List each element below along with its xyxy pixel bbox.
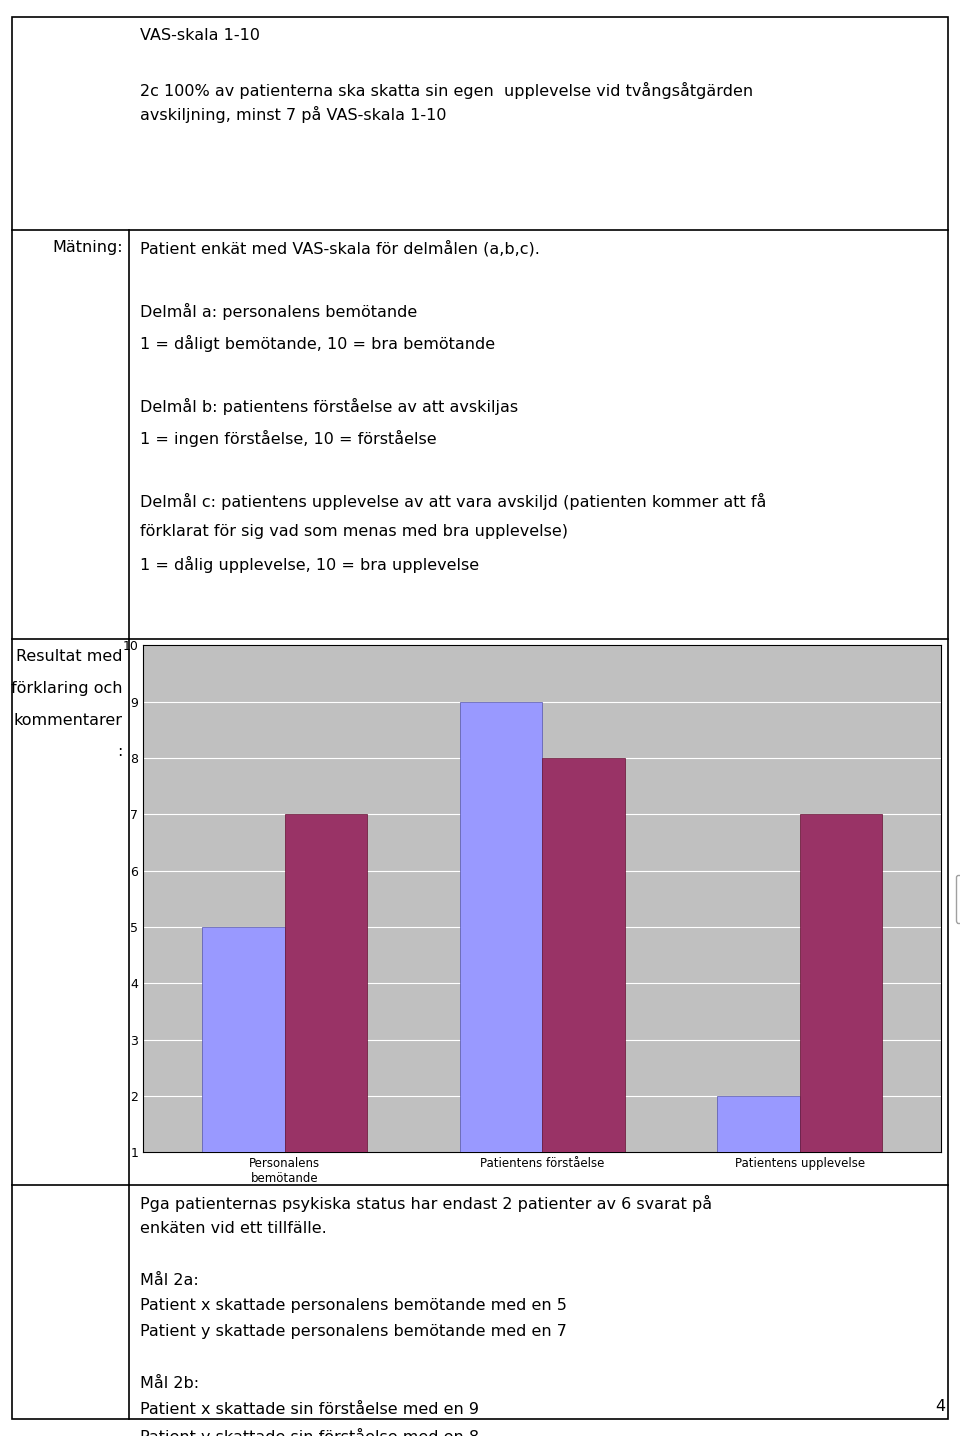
Text: Patient y skattade personalens bemötande med en 7: Patient y skattade personalens bemötande… bbox=[140, 1324, 567, 1340]
Text: 1 = ingen förståelse, 10 = förståelse: 1 = ingen förståelse, 10 = förståelse bbox=[140, 429, 437, 447]
Text: förklarat för sig vad som menas med bra upplevelse): förklarat för sig vad som menas med bra … bbox=[140, 524, 568, 540]
Text: Patient x skattade personalens bemötande med en 5: Patient x skattade personalens bemötande… bbox=[140, 1298, 567, 1314]
Text: förklaring och: förklaring och bbox=[12, 681, 123, 696]
Text: Patient enkät med VAS-skala för delmålen (a,b,c).: Patient enkät med VAS-skala för delmålen… bbox=[140, 240, 540, 257]
Bar bbox=[285, 814, 367, 1209]
Text: enkäten vid ett tillfälle.: enkäten vid ett tillfälle. bbox=[140, 1221, 327, 1236]
Text: 1 = dåligt bemötande, 10 = bra bemötande: 1 = dåligt bemötande, 10 = bra bemötande bbox=[140, 335, 495, 352]
Text: Delmål a: personalens bemötande: Delmål a: personalens bemötande bbox=[140, 303, 418, 320]
Text: kommentarer: kommentarer bbox=[13, 712, 123, 728]
Text: Mätning:: Mätning: bbox=[52, 240, 123, 256]
Text: 2c 100% av patienterna ska skatta sin egen  upplevelse vid tvångsåtgärden
avskil: 2c 100% av patienterna ska skatta sin eg… bbox=[140, 82, 754, 123]
Text: Patient x skattade sin förståelse med en 9: Patient x skattade sin förståelse med en… bbox=[140, 1402, 479, 1417]
Text: Delmål c: patientens upplevelse av att vara avskiljd (patienten kommer att få: Delmål c: patientens upplevelse av att v… bbox=[140, 493, 766, 510]
Legend: X, Y: X, Y bbox=[956, 875, 960, 923]
Text: Patient y skattade sin förståelse med en 8: Patient y skattade sin förståelse med en… bbox=[140, 1427, 479, 1436]
Text: 4: 4 bbox=[935, 1399, 945, 1413]
Text: Delmål b: patientens förståelse av att avskiljas: Delmål b: patientens förståelse av att a… bbox=[140, 398, 518, 415]
Text: VAS-skala 1-10: VAS-skala 1-10 bbox=[140, 27, 260, 43]
Bar bbox=[717, 1096, 800, 1209]
Text: Pga patienternas psykiska status har endast 2 patienter av 6 svarat på: Pga patienternas psykiska status har end… bbox=[140, 1195, 712, 1212]
Bar bbox=[542, 758, 625, 1209]
Text: Mål 2a:: Mål 2a: bbox=[140, 1272, 199, 1288]
Bar bbox=[800, 814, 882, 1209]
Text: 1 = dålig upplevelse, 10 = bra upplevelse: 1 = dålig upplevelse, 10 = bra upplevels… bbox=[140, 556, 479, 573]
Text: :: : bbox=[117, 744, 123, 760]
Text: Mål 2b:: Mål 2b: bbox=[140, 1376, 200, 1391]
Bar bbox=[203, 928, 285, 1209]
Text: Resultat med: Resultat med bbox=[16, 649, 123, 665]
Bar bbox=[460, 702, 542, 1209]
